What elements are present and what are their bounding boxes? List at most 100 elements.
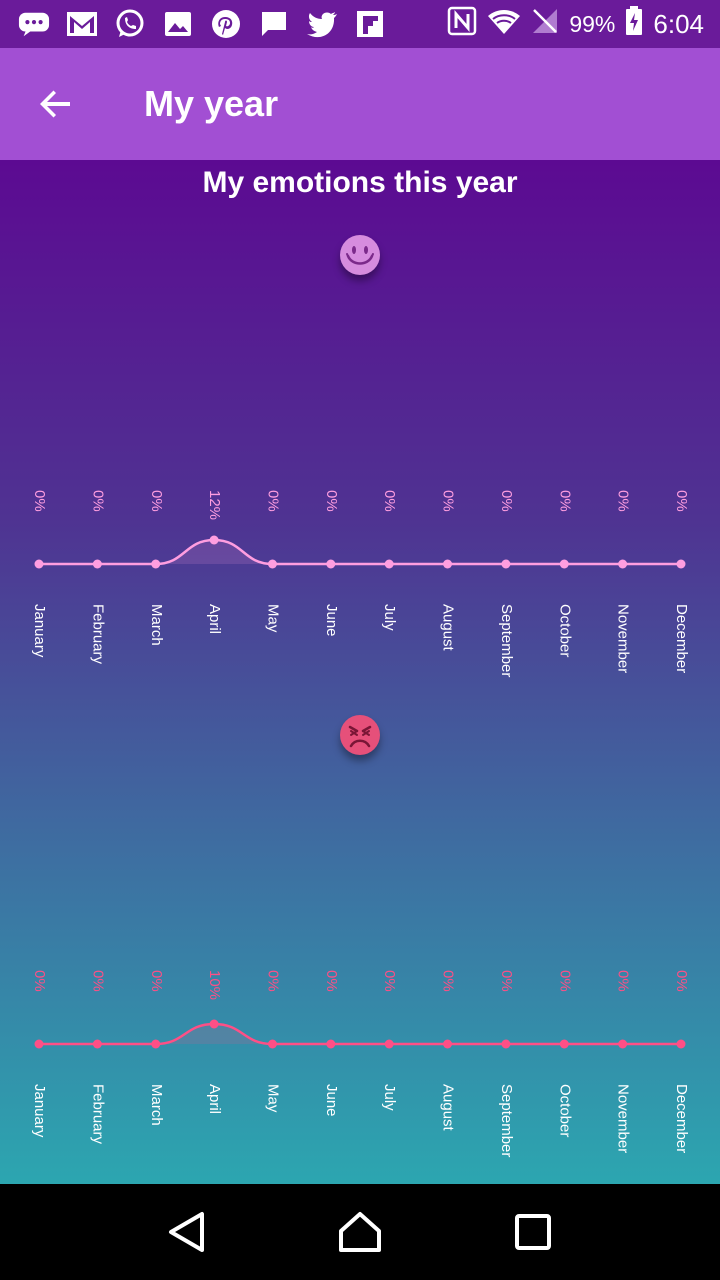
tick-label: March bbox=[148, 1084, 165, 1126]
tick-label: December bbox=[673, 1084, 690, 1153]
data-label: 0% bbox=[440, 490, 457, 512]
page-title: My year bbox=[144, 83, 279, 124]
tick-label: March bbox=[148, 604, 165, 646]
series-line bbox=[39, 538, 681, 566]
data-point bbox=[34, 1039, 44, 1049]
tick-label: January bbox=[31, 1084, 48, 1138]
system-nav-bar bbox=[0, 1184, 720, 1280]
data-point bbox=[676, 1039, 686, 1049]
gallery-icon bbox=[162, 8, 194, 40]
data-point bbox=[209, 535, 219, 545]
data-label: 0% bbox=[673, 970, 690, 992]
nfc-icon bbox=[447, 6, 477, 43]
data-point bbox=[384, 1039, 394, 1049]
tick-label: October bbox=[556, 604, 573, 657]
data-point bbox=[559, 559, 569, 569]
data-label: 10% bbox=[206, 970, 223, 1000]
tick-label: May bbox=[264, 604, 281, 633]
wifi-icon bbox=[487, 7, 521, 42]
data-point bbox=[443, 1039, 453, 1049]
notification-icons bbox=[0, 8, 386, 40]
data-point bbox=[618, 1039, 628, 1049]
tick-label: August bbox=[440, 604, 457, 652]
messages-icon bbox=[18, 8, 50, 40]
data-label: 0% bbox=[615, 490, 632, 512]
home-icon bbox=[338, 1212, 381, 1252]
data-point bbox=[151, 1039, 161, 1049]
tick-label: September bbox=[498, 1084, 515, 1157]
data-point bbox=[618, 559, 628, 569]
data-point bbox=[209, 1019, 219, 1029]
tick-label: September bbox=[498, 604, 515, 677]
data-label: 0% bbox=[556, 490, 573, 512]
series-area bbox=[39, 1024, 681, 1044]
data-label: 0% bbox=[31, 490, 48, 512]
tick-label: June bbox=[323, 1084, 340, 1117]
data-point bbox=[443, 559, 453, 569]
data-label: 0% bbox=[323, 970, 340, 992]
arrow-left-icon bbox=[40, 90, 70, 118]
nav-recents-button[interactable] bbox=[503, 1202, 563, 1262]
clock: 6:04 bbox=[653, 8, 704, 39]
data-point bbox=[501, 559, 511, 569]
tick-label: April bbox=[206, 604, 223, 634]
data-label: 0% bbox=[89, 970, 106, 992]
back-button[interactable] bbox=[0, 48, 112, 160]
data-point bbox=[559, 1039, 569, 1049]
nav-home-button[interactable] bbox=[330, 1202, 390, 1262]
data-point bbox=[267, 1039, 277, 1049]
data-label: 0% bbox=[323, 490, 340, 512]
battery-icon bbox=[625, 5, 643, 43]
data-point bbox=[384, 559, 394, 569]
data-point bbox=[92, 1039, 102, 1049]
tick-label: November bbox=[615, 1084, 632, 1153]
data-label: 0% bbox=[381, 970, 398, 992]
no-signal-icon bbox=[531, 7, 559, 42]
tick-label: February bbox=[89, 604, 106, 665]
tick-label: April bbox=[206, 1084, 223, 1114]
tick-label: November bbox=[615, 604, 632, 673]
square-recents-icon bbox=[515, 1214, 552, 1250]
app-bar: My year bbox=[0, 48, 720, 160]
tick-label: July bbox=[381, 604, 398, 631]
tick-label: February bbox=[89, 1084, 106, 1145]
tick-label: August bbox=[440, 1084, 457, 1132]
happy-emotion-line-chart: 0% January 0% February 0% March 12% April 0% May 0… bbox=[31, 490, 690, 677]
angry-emotion-line-chart: 0% January 0% February 0% March 10% April 0% May 0… bbox=[31, 970, 690, 1157]
data-point bbox=[326, 1039, 336, 1049]
data-point bbox=[676, 559, 686, 569]
data-label: 0% bbox=[148, 970, 165, 992]
system-status: 99% 6:04 bbox=[447, 5, 720, 43]
data-point bbox=[92, 559, 102, 569]
data-label: 0% bbox=[556, 970, 573, 992]
data-point bbox=[267, 559, 277, 569]
tick-label: December bbox=[673, 604, 690, 673]
section-title: My emotions this year bbox=[202, 166, 518, 199]
status-bar: 99% 6:04 bbox=[0, 0, 720, 48]
data-label: 0% bbox=[381, 490, 398, 512]
data-point bbox=[326, 559, 336, 569]
gmail-icon bbox=[66, 8, 98, 40]
data-point bbox=[151, 559, 161, 569]
data-label: 12% bbox=[206, 490, 223, 520]
whatsapp-icon bbox=[114, 8, 146, 40]
data-label: 0% bbox=[31, 970, 48, 992]
angry-face-icon bbox=[340, 715, 380, 755]
data-label: 0% bbox=[89, 490, 106, 512]
triangle-back-icon bbox=[168, 1212, 204, 1252]
data-point bbox=[501, 1039, 511, 1049]
tick-label: June bbox=[323, 604, 340, 637]
data-label: 0% bbox=[264, 490, 281, 512]
series-area bbox=[39, 540, 681, 564]
nav-back-button[interactable] bbox=[157, 1202, 217, 1262]
battery-percent: 99% bbox=[569, 10, 616, 37]
data-label: 0% bbox=[148, 490, 165, 512]
pinterest-icon bbox=[210, 8, 242, 40]
data-label: 0% bbox=[264, 970, 281, 992]
data-label: 0% bbox=[673, 490, 690, 512]
flipboard-icon bbox=[354, 8, 386, 40]
twitter-icon bbox=[306, 8, 338, 40]
data-label: 0% bbox=[440, 970, 457, 992]
tick-label: January bbox=[31, 604, 48, 658]
happy-face-icon bbox=[340, 235, 380, 275]
